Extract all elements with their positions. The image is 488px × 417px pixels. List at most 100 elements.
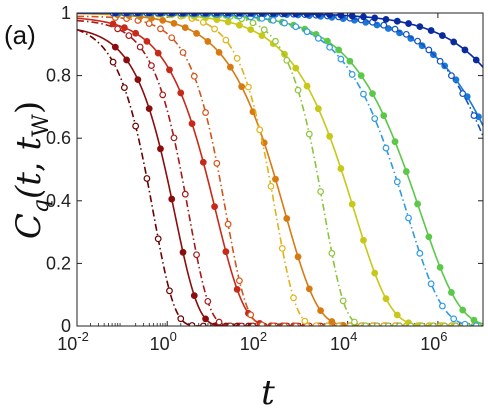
data-point bbox=[452, 322, 460, 326]
data-point bbox=[120, 84, 128, 91]
data-point bbox=[224, 220, 232, 228]
data-point bbox=[215, 318, 223, 326]
data-point bbox=[461, 320, 469, 326]
data-point bbox=[305, 285, 313, 293]
x-tick-label: 106 bbox=[420, 329, 447, 354]
data-point bbox=[416, 249, 424, 257]
series-line bbox=[77, 15, 483, 326]
data-point bbox=[418, 322, 426, 326]
data-point bbox=[211, 203, 218, 211]
data-point bbox=[159, 91, 167, 99]
data-point bbox=[348, 200, 356, 208]
data-point bbox=[294, 253, 302, 261]
data-point bbox=[283, 215, 291, 222]
x-tick-label: 100 bbox=[150, 329, 177, 354]
data-point bbox=[448, 72, 455, 80]
data-point bbox=[393, 17, 401, 25]
data-point bbox=[303, 82, 311, 90]
data-point bbox=[323, 322, 331, 326]
data-point bbox=[256, 126, 264, 134]
data-point bbox=[132, 122, 140, 130]
data-point bbox=[369, 90, 376, 98]
data-point bbox=[134, 76, 142, 84]
data-point bbox=[337, 13, 345, 19]
data-point bbox=[402, 168, 410, 175]
data-point bbox=[281, 322, 288, 326]
data-point bbox=[472, 56, 480, 64]
data-point bbox=[168, 34, 176, 42]
series-line bbox=[77, 28, 483, 326]
data-point bbox=[170, 20, 178, 27]
data-point bbox=[436, 263, 444, 271]
data-point bbox=[260, 26, 268, 34]
data-point bbox=[278, 244, 286, 252]
data-point bbox=[166, 66, 173, 74]
data-point bbox=[211, 25, 218, 33]
data-point bbox=[281, 19, 288, 27]
data-point bbox=[283, 56, 291, 64]
y-tick-label: 0.4 bbox=[46, 191, 71, 211]
data-point bbox=[337, 165, 345, 172]
y-axis-label: Cq(t, tW) bbox=[9, 101, 54, 239]
data-point bbox=[292, 13, 300, 18]
data-point bbox=[272, 175, 279, 183]
data-point bbox=[136, 43, 144, 51]
data-point bbox=[459, 306, 467, 314]
data-point bbox=[258, 321, 266, 326]
data-point bbox=[199, 158, 207, 166]
data-point bbox=[157, 25, 164, 33]
data-point bbox=[199, 322, 207, 326]
data-point bbox=[249, 19, 257, 27]
data-point bbox=[382, 15, 390, 23]
data-point bbox=[439, 32, 446, 39]
data-point bbox=[177, 315, 185, 323]
data-point bbox=[427, 27, 435, 34]
data-point bbox=[226, 63, 234, 71]
data-point bbox=[448, 289, 455, 296]
data-point bbox=[154, 49, 162, 57]
data-point bbox=[371, 115, 379, 122]
data-point bbox=[157, 145, 164, 153]
data-point bbox=[326, 13, 334, 19]
data-point bbox=[233, 54, 241, 62]
data-point bbox=[159, 17, 167, 24]
data-point bbox=[166, 287, 173, 295]
data-point bbox=[249, 322, 257, 326]
y-axis-label-sub-q: q bbox=[29, 199, 54, 213]
data-point bbox=[382, 144, 390, 152]
data-point bbox=[292, 322, 300, 326]
data-point bbox=[181, 190, 189, 198]
data-point bbox=[303, 13, 311, 18]
data-point bbox=[414, 200, 421, 208]
panel-label: (a) bbox=[4, 20, 36, 50]
data-point bbox=[371, 269, 379, 277]
data-point bbox=[143, 175, 151, 182]
data-point bbox=[346, 322, 354, 326]
x-tick-label: 10-2 bbox=[57, 329, 89, 354]
data-point bbox=[429, 322, 437, 326]
data-point bbox=[416, 23, 424, 31]
y-tick-label: 1 bbox=[61, 3, 71, 23]
data-point bbox=[281, 13, 288, 18]
data-point bbox=[339, 297, 347, 305]
data-point bbox=[238, 83, 246, 91]
data-point bbox=[190, 72, 198, 80]
data-point bbox=[292, 64, 300, 72]
data-point bbox=[120, 24, 128, 32]
data-point bbox=[328, 318, 336, 325]
data-point bbox=[204, 297, 212, 305]
data-point bbox=[181, 24, 189, 31]
data-point bbox=[177, 89, 185, 97]
series-line bbox=[77, 13, 483, 326]
data-point bbox=[202, 109, 209, 116]
data-point bbox=[215, 48, 223, 56]
data-point bbox=[391, 25, 399, 33]
data-point bbox=[351, 318, 358, 326]
data-point bbox=[290, 294, 297, 302]
data-point bbox=[222, 36, 230, 44]
data-point bbox=[154, 235, 162, 243]
data-point bbox=[391, 138, 399, 146]
data-point bbox=[439, 302, 446, 310]
data-point bbox=[247, 311, 255, 319]
